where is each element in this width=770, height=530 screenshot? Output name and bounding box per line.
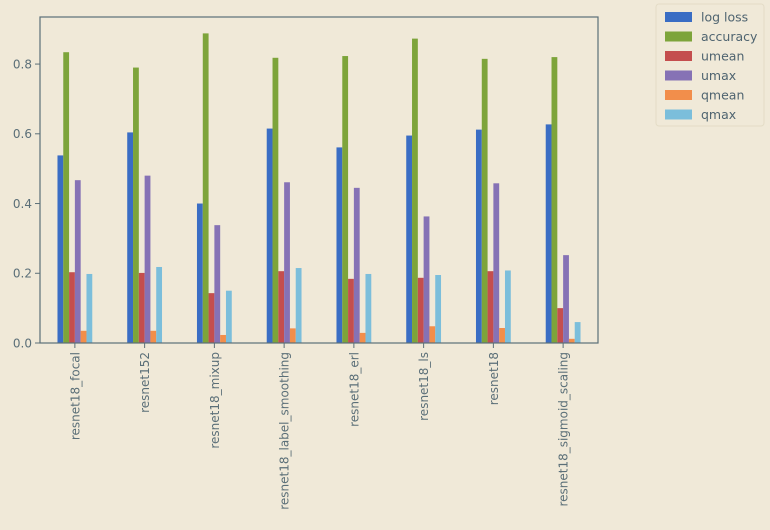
bar-umax-resnet152 bbox=[144, 175, 151, 343]
bar-accuracy-resnet18_ls bbox=[412, 38, 418, 344]
bar-qmean-resnet18_mixup bbox=[220, 334, 226, 343]
bar-accuracy-resnet18 bbox=[481, 58, 488, 344]
bar-accuracy-resnet18_erl bbox=[342, 56, 349, 344]
x-tick-label: resnet152 bbox=[138, 352, 152, 413]
bar-qmean-resnet18 bbox=[499, 328, 505, 343]
bar-accuracy-resnet152 bbox=[133, 67, 139, 343]
bar-umean-resnet152 bbox=[138, 272, 145, 343]
bar-qmax-resnet18_label_smoothing bbox=[295, 268, 302, 343]
legend-label-umax: umax bbox=[701, 68, 736, 83]
bar-umax-resnet18_ls bbox=[423, 216, 430, 343]
bar-log-loss-resnet18_mixup bbox=[196, 203, 203, 343]
bar-log-loss-resnet152 bbox=[127, 132, 134, 343]
bar-umean-resnet18_mixup bbox=[208, 293, 215, 343]
bar-accuracy-resnet18_mixup bbox=[202, 33, 209, 343]
bar-log-loss-resnet18 bbox=[475, 129, 482, 343]
x-tick-label: resnet18 bbox=[487, 352, 501, 405]
bar-log-loss-resnet18_focal bbox=[57, 155, 64, 343]
legend-label-qmax: qmax bbox=[701, 107, 736, 122]
y-tick-label: 0.4 bbox=[13, 197, 32, 211]
plot-background bbox=[40, 17, 598, 343]
bar-umax-resnet18_focal bbox=[74, 180, 81, 343]
legend-swatch-qmax bbox=[665, 109, 692, 120]
bar-qmean-resnet18_ls bbox=[429, 326, 436, 343]
bar-umean-resnet18_label_smoothing bbox=[278, 271, 285, 343]
y-tick-label: 0.2 bbox=[13, 267, 32, 281]
bar-log-loss-resnet18_label_smoothing bbox=[266, 128, 273, 343]
legend-swatch-umax bbox=[665, 70, 692, 81]
bar-qmax-resnet18 bbox=[504, 270, 511, 343]
bar-umax-resnet18_label_smoothing bbox=[284, 182, 290, 343]
bar-umax-resnet18 bbox=[493, 183, 500, 343]
bar-umax-resnet18_sigmoid_scaling bbox=[563, 255, 569, 343]
bar-umean-resnet18 bbox=[487, 271, 494, 343]
bar-qmean-resnet18_label_smoothing bbox=[289, 328, 296, 343]
bar-qmax-resnet18_mixup bbox=[225, 290, 232, 343]
y-tick-label: 0.0 bbox=[13, 336, 32, 350]
bar-umean-resnet18_ls bbox=[417, 277, 424, 343]
bar-qmax-resnet18_erl bbox=[365, 273, 372, 343]
bar-qmean-resnet18_focal bbox=[80, 330, 87, 343]
legend: log loss accuracy umean umax qmean qmax bbox=[655, 3, 765, 127]
bar-log-loss-resnet18_erl bbox=[336, 147, 343, 343]
legend-swatch-umean bbox=[665, 51, 692, 61]
legend-swatch-qmean bbox=[665, 90, 692, 100]
legend-label-qmean: qmean bbox=[701, 88, 744, 103]
bar-qmean-resnet18_sigmoid_scaling bbox=[568, 338, 575, 343]
bar-qmax-resnet152 bbox=[156, 266, 163, 343]
bar-umean-resnet18_erl bbox=[348, 278, 354, 343]
legend-swatch-accuracy bbox=[665, 31, 692, 42]
x-tick-label: resnet18_mixup bbox=[208, 352, 222, 449]
bar-umax-resnet18_erl bbox=[353, 187, 360, 343]
x-tick-label: resnet18_label_smoothing bbox=[278, 352, 292, 510]
x-tick-label: resnet18_sigmoid_scaling bbox=[557, 352, 571, 507]
bar-log-loss-resnet18_ls bbox=[406, 135, 413, 343]
legend-label-accuracy: accuracy bbox=[701, 29, 758, 44]
y-tick-label: 0.6 bbox=[13, 127, 32, 141]
bar-accuracy-resnet18_focal bbox=[63, 52, 70, 344]
x-tick-label: resnet18_ls bbox=[417, 352, 431, 421]
y-tick-label: 0.8 bbox=[13, 57, 32, 71]
bar-qmean-resnet152 bbox=[150, 330, 157, 343]
bar-accuracy-resnet18_label_smoothing bbox=[272, 57, 279, 343]
bar-log-loss-resnet18_sigmoid_scaling bbox=[545, 124, 552, 343]
x-axis: resnet18_focal resnet152 resnet18_mixup res… bbox=[68, 343, 571, 510]
legend-swatch-log-loss bbox=[665, 12, 692, 22]
bar-accuracy-resnet18_sigmoid_scaling bbox=[551, 57, 558, 343]
bars-group bbox=[57, 33, 581, 344]
legend-label-umean: umean bbox=[701, 49, 744, 64]
x-tick-label: resnet18_focal bbox=[68, 352, 82, 440]
x-tick-label: resnet18_erl bbox=[347, 352, 361, 427]
bar-qmean-resnet18_erl bbox=[359, 332, 366, 343]
y-axis: 0.0 0.2 0.4 0.6 0.8 bbox=[13, 57, 40, 350]
bar-umean-resnet18_focal bbox=[69, 272, 75, 343]
legend-label-log-loss: log loss bbox=[701, 10, 748, 25]
bar-qmax-resnet18_ls bbox=[435, 275, 442, 343]
plot-frame bbox=[39, 16, 599, 344]
bar-umean-resnet18_sigmoid_scaling bbox=[557, 308, 564, 343]
bar-qmax-resnet18_focal bbox=[86, 273, 93, 343]
bar-qmax-resnet18_sigmoid_scaling bbox=[574, 322, 581, 343]
bar-umax-resnet18_mixup bbox=[214, 225, 221, 343]
